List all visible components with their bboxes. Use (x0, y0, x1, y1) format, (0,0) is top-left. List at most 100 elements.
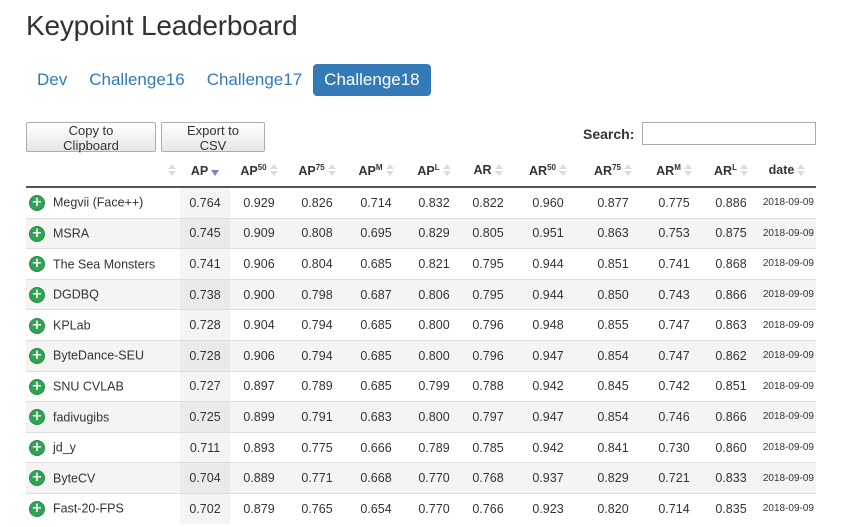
plus-circle-icon[interactable]: + (30, 195, 44, 211)
column-header-superscript: M (674, 162, 681, 172)
date-cell: 2018-09-09 (758, 278, 816, 310)
column-header-ar50[interactable]: AR50 (514, 155, 582, 188)
table-row[interactable]: + ByteDance-SEU 0.728 0.906 0.794 0.685 0.800 0… (26, 339, 816, 372)
metric-cell-ar: 0.797 (462, 401, 514, 433)
table-row[interactable]: + The Sea Monsters 0.741 0.906 0.804 0.685 0.8… (26, 248, 816, 280)
team-cell: + ByteCV (26, 462, 180, 494)
column-header-arl[interactable]: ARL (704, 155, 758, 188)
tab-dev[interactable]: Dev (37, 70, 68, 89)
plus-circle-icon[interactable]: + (30, 256, 44, 272)
metric-cell-apm: 0.685 (346, 370, 406, 402)
table-row[interactable]: + MSRA 0.745 0.909 0.808 0.695 0.829 0.805 0.951… (26, 217, 816, 249)
column-header-ar75[interactable]: AR75 (582, 155, 644, 188)
sort-arrows-icon (494, 163, 503, 178)
metric-cell-ar: 0.822 (462, 186, 514, 219)
column-header-expand[interactable] (26, 155, 180, 188)
metric-cell-ar75: 0.850 (582, 278, 644, 310)
column-header-superscript: 75 (315, 162, 325, 172)
metric-cell-arl: 0.860 (704, 431, 758, 463)
column-header-label: AP (417, 163, 435, 178)
export-to-csv-button[interactable]: Export to CSV (161, 122, 265, 153)
metric-cell-ar50: 0.948 (514, 309, 582, 341)
plus-circle-icon[interactable]: + (30, 225, 44, 241)
team-name: DGDBQ (53, 287, 99, 302)
metric-cell-arl: 0.862 (704, 339, 758, 372)
date-cell: 2018-09-09 (758, 248, 816, 280)
metric-cell-apl: 0.806 (406, 278, 462, 310)
sort-arrows-icon (683, 164, 692, 178)
metric-cell-ap75: 0.808 (288, 217, 346, 249)
plus-circle-icon[interactable]: + (30, 286, 44, 302)
plus-circle-icon[interactable]: + (30, 317, 44, 333)
metric-cell-ap: 0.728 (180, 339, 230, 372)
team-cell: + Fast-20-FPS (26, 492, 180, 524)
metric-cell-ar50: 0.923 (514, 492, 582, 524)
metric-cell-ap50: 0.889 (230, 462, 288, 494)
table-row[interactable]: + DGDBQ 0.738 0.900 0.798 0.687 0.806 0.795 0.94… (26, 278, 816, 310)
column-header-date[interactable]: date (758, 155, 816, 188)
metric-cell-ar: 0.768 (462, 462, 514, 494)
date-cell: 2018-09-09 (758, 401, 816, 433)
table-row[interactable]: + Megvii (Face++) 0.764 0.929 0.826 0.714 0.83… (26, 186, 816, 219)
metric-cell-ar50: 0.942 (514, 431, 582, 463)
metric-cell-ar50: 0.951 (514, 217, 582, 249)
column-header-apl[interactable]: APL (406, 155, 462, 188)
sort-arrows-icon (327, 164, 336, 178)
column-header-ar[interactable]: AR (462, 155, 514, 188)
team-name: ByteCV (53, 471, 96, 486)
metric-cell-ap: 0.745 (180, 217, 230, 249)
date-cell: 2018-09-09 (758, 309, 816, 341)
metric-cell-ar75: 0.851 (582, 248, 644, 280)
metric-cell-ar: 0.766 (462, 492, 514, 524)
plus-circle-icon[interactable]: + (30, 378, 44, 394)
plus-circle-icon[interactable]: + (30, 409, 44, 425)
metric-cell-apm: 0.685 (346, 309, 406, 341)
team-cell: + The Sea Monsters (26, 248, 180, 280)
team-name: MSRA (53, 226, 90, 241)
column-header-superscript: 50 (547, 162, 556, 172)
metric-cell-ar75: 0.855 (582, 309, 644, 341)
metric-cell-ap50: 0.909 (230, 217, 288, 249)
column-header-ap75[interactable]: AP75 (288, 155, 346, 188)
plus-circle-icon[interactable]: + (30, 439, 44, 455)
table-row[interactable]: + SNU CVLAB 0.727 0.897 0.789 0.685 0.799 0.788… (26, 370, 816, 402)
plus-circle-icon[interactable]: + (30, 348, 44, 364)
column-header-label: AP (358, 163, 376, 178)
metric-cell-arm: 0.714 (644, 492, 704, 524)
team-cell: + Megvii (Face++) (26, 186, 180, 219)
search-input[interactable] (642, 122, 816, 145)
column-header-ap[interactable]: AP (180, 155, 230, 188)
column-header-arm[interactable]: ARM (644, 155, 704, 188)
metric-cell-ap50: 0.906 (230, 339, 288, 372)
date-cell: 2018-09-09 (758, 339, 816, 372)
table-row[interactable]: + ByteCV 0.704 0.889 0.771 0.668 0.770 0.768 0.9… (26, 462, 816, 494)
tab-challenge16[interactable]: Challenge16 (89, 70, 185, 89)
metric-cell-arl: 0.835 (704, 492, 758, 524)
column-header-apm[interactable]: APM (346, 155, 406, 188)
metric-cell-ar75: 0.877 (582, 186, 644, 219)
metric-cell-apl: 0.800 (406, 339, 462, 372)
copy-to-clipboard-button[interactable]: Copy to Clipboard (26, 122, 156, 153)
plus-circle-icon[interactable]: + (30, 470, 44, 486)
metric-cell-ar75: 0.863 (582, 217, 644, 249)
plus-circle-icon[interactable]: + (30, 501, 44, 517)
sort-arrows-icon (442, 164, 451, 178)
column-header-ap50[interactable]: AP50 (230, 155, 288, 188)
metric-cell-ar50: 0.947 (514, 339, 582, 372)
sort-arrows-icon (168, 163, 176, 178)
column-header-superscript: L (434, 162, 440, 172)
team-name: Fast-20-FPS (53, 502, 124, 517)
metric-cell-arl: 0.833 (704, 462, 758, 494)
tab-challenge18[interactable]: Challenge18 (313, 64, 431, 96)
metric-cell-ap50: 0.929 (230, 186, 288, 219)
table-row[interactable]: + KPLab 0.728 0.904 0.794 0.685 0.800 0.796 0.94… (26, 309, 816, 341)
metric-cell-arl: 0.875 (704, 217, 758, 249)
tab-challenge17[interactable]: Challenge17 (206, 70, 303, 89)
metric-cell-ar75: 0.820 (582, 492, 644, 524)
metric-cell-ar75: 0.829 (582, 462, 644, 494)
table-row[interactable]: + Fast-20-FPS 0.702 0.879 0.765 0.654 0.770 0.7… (26, 492, 816, 524)
metric-cell-ap75: 0.791 (288, 401, 346, 433)
metric-cell-ar50: 0.947 (514, 401, 582, 433)
table-row[interactable]: + fadivugibs 0.725 0.899 0.791 0.683 0.800 0.79… (26, 401, 816, 433)
table-row[interactable]: + jd_y 0.711 0.893 0.775 0.666 0.789 0.785 0.942… (26, 431, 816, 463)
